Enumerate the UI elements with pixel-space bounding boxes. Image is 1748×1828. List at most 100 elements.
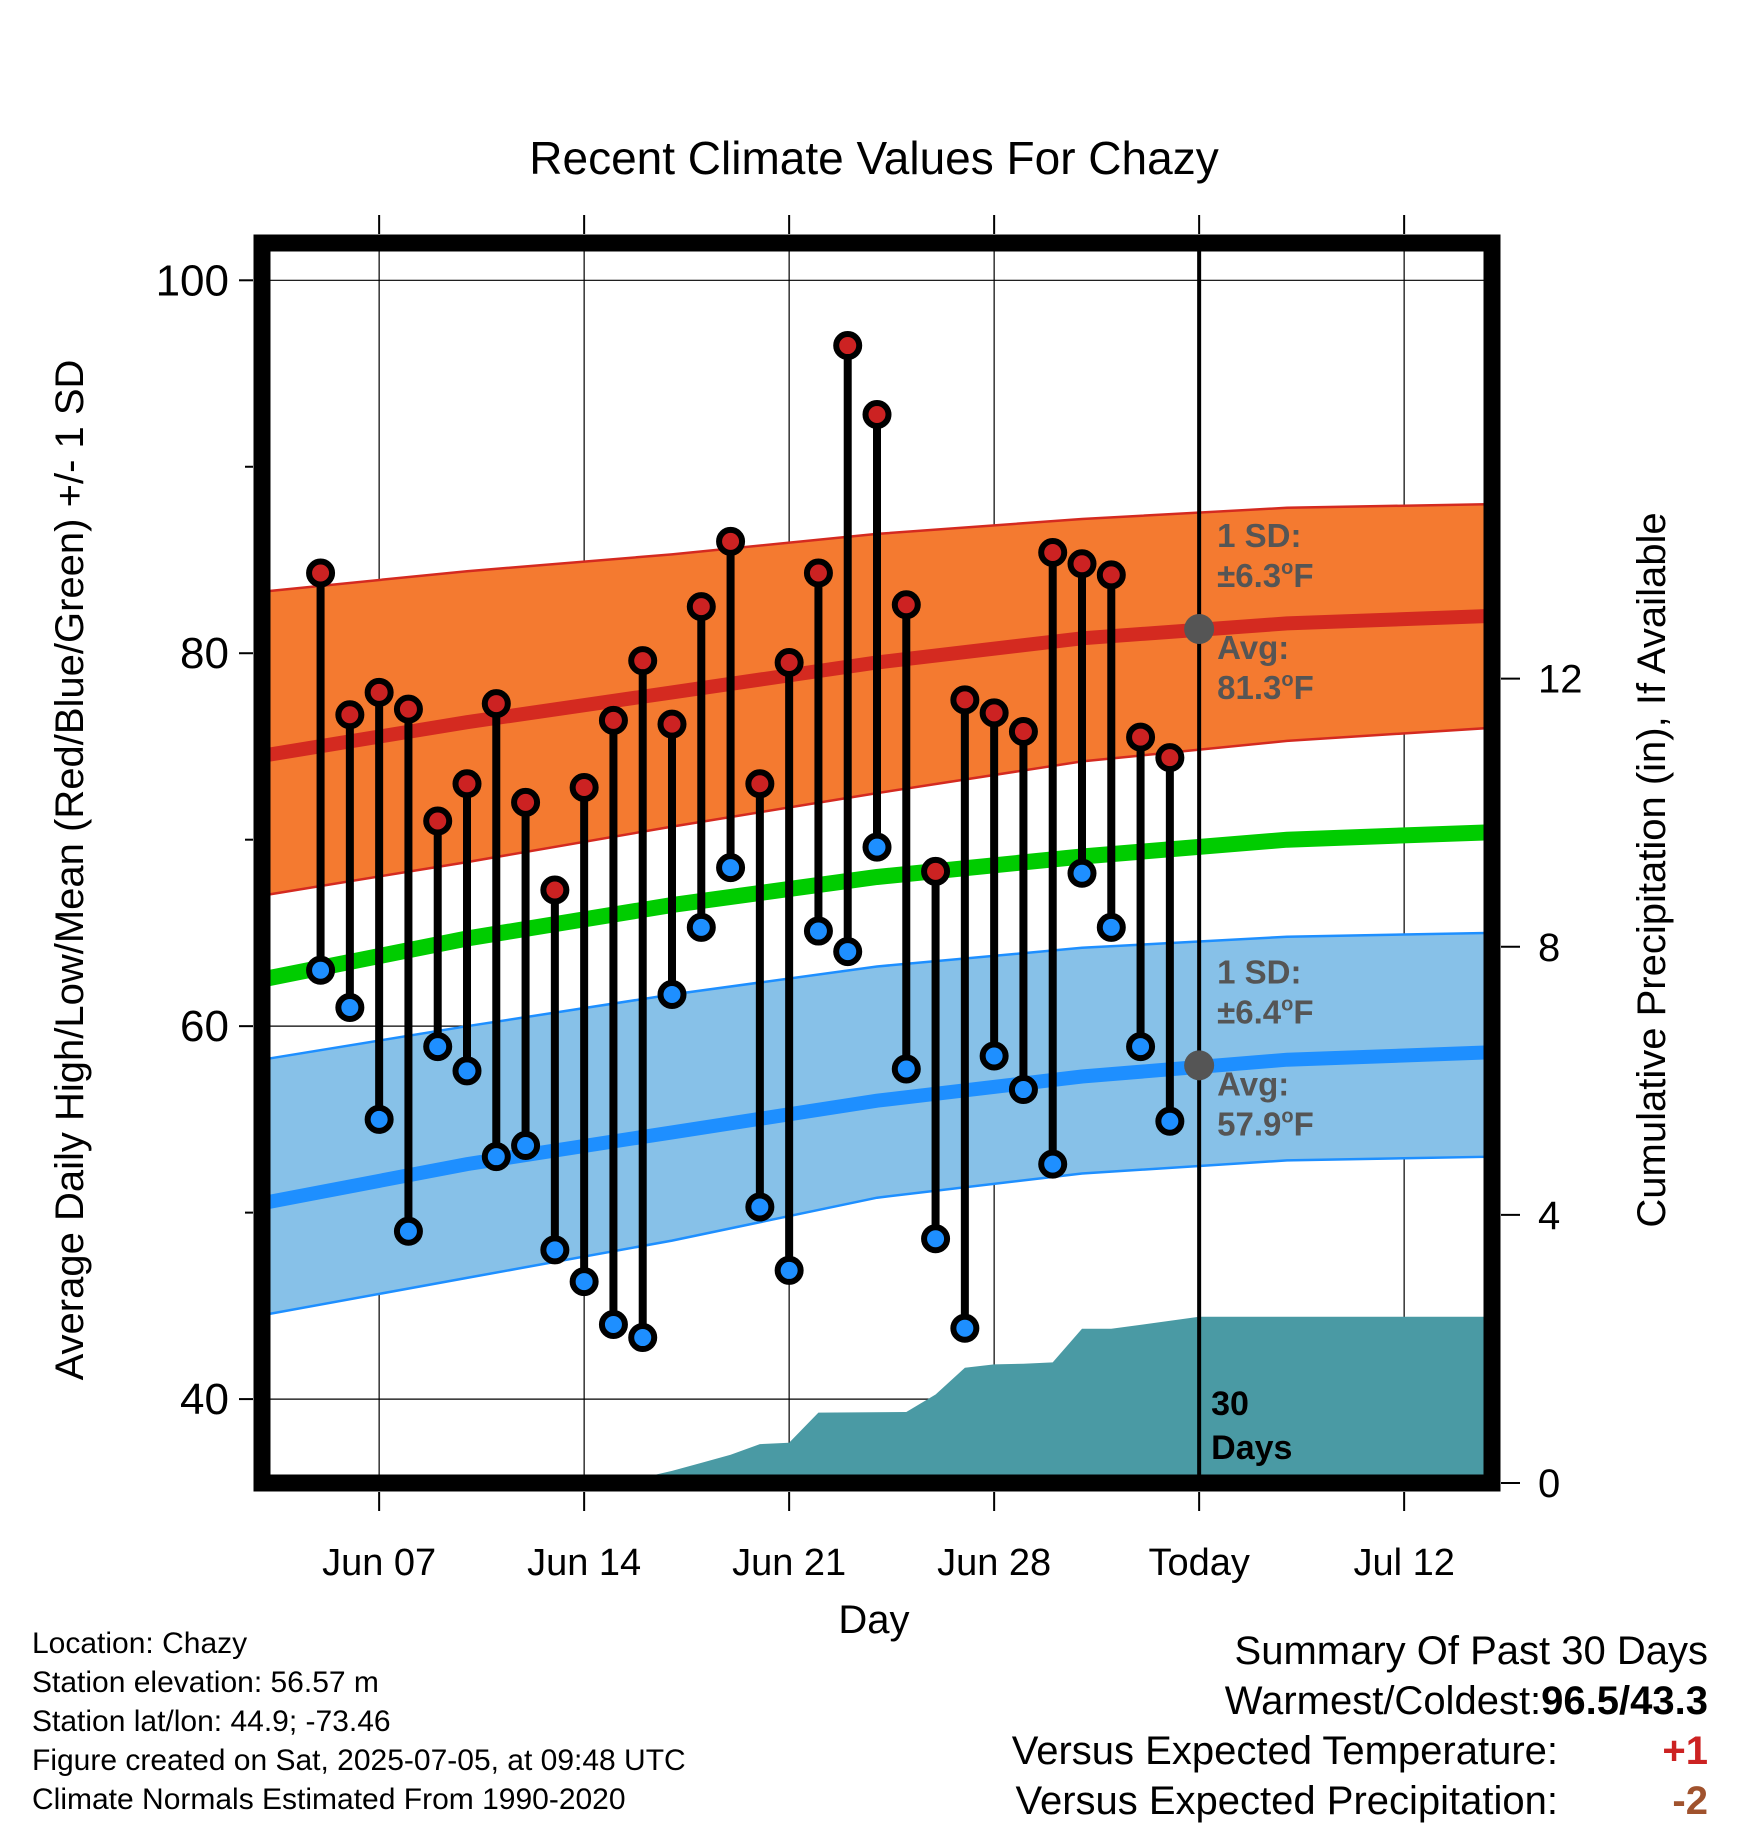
low-point [862, 832, 892, 862]
high-point [423, 806, 453, 836]
daily-points [306, 331, 1185, 1353]
low-point [833, 937, 863, 967]
low-point [1067, 858, 1097, 888]
low-avg-value: 57.9oF [1217, 1105, 1314, 1142]
low-point [979, 1041, 1009, 1071]
low-point [423, 1032, 453, 1062]
high-point [774, 648, 804, 678]
chart-title: Recent Climate Values For Chazy [529, 132, 1218, 184]
low-point [393, 1216, 423, 1246]
y-tick-label: 60 [180, 1002, 229, 1051]
x-tick-label: Jun 28 [937, 1542, 1051, 1584]
high-point [686, 592, 716, 622]
x-tick-label: Today [1148, 1542, 1249, 1584]
high-point [628, 646, 658, 676]
low-point [540, 1235, 570, 1265]
y2-tick-label: 4 [1538, 1194, 1560, 1238]
precip-days-label: Days [1211, 1429, 1292, 1467]
low-point [1038, 1149, 1068, 1179]
high-avg-label: Avg: [1217, 629, 1289, 666]
high-avg-value: 81.3oF [1217, 669, 1314, 706]
high-point [452, 769, 482, 799]
high-point [598, 705, 628, 735]
y2-axis-label: Cumulative Precipitation (in), If Availa… [1630, 512, 1674, 1227]
low-point [628, 1323, 658, 1353]
low-point [511, 1130, 541, 1160]
low-point [598, 1310, 628, 1340]
high-point [891, 590, 921, 620]
precip-value: -2 [1672, 1779, 1708, 1823]
high-avg-marker [1184, 613, 1215, 644]
high-point [481, 689, 511, 719]
x-tick-label: Jul 12 [1353, 1542, 1454, 1584]
low-point [716, 853, 746, 883]
latlon-text: Station lat/lon: 44.9; -73.46 [32, 1705, 391, 1738]
location-text: Location: Chazy [32, 1627, 248, 1660]
low-point [686, 912, 716, 942]
y-tick-label: 100 [156, 256, 229, 305]
low-point [774, 1255, 804, 1285]
low-sd-value: ±6.4oF [1217, 993, 1313, 1030]
temp-value: +1 [1662, 1729, 1708, 1773]
high-point [833, 331, 863, 361]
precip-days-label: 30 [1211, 1385, 1249, 1423]
elevation-text: Station elevation: 56.57 m [32, 1666, 379, 1699]
low-point [335, 993, 365, 1023]
low-point [569, 1267, 599, 1297]
x-tick-label: Jun 14 [527, 1542, 641, 1584]
high-point [1038, 538, 1068, 568]
y-tick-label: 80 [180, 629, 229, 678]
y2-tick-label: 12 [1538, 658, 1583, 702]
created-text: Figure created on Sat, 2025-07-05, at 09… [32, 1744, 686, 1777]
high-point [1096, 560, 1126, 590]
low-point [891, 1054, 921, 1084]
high-point [657, 709, 687, 739]
daily-range-stems [316, 243, 1202, 1483]
x-tick-label: Jun 21 [732, 1542, 846, 1584]
high-point [1067, 549, 1097, 579]
high-point [921, 856, 951, 886]
low-point [803, 916, 833, 946]
summary-title-text: Summary Of Past 30 Days [1234, 1629, 1708, 1673]
high-point [979, 698, 1009, 728]
high-sd-value: ±6.3oF [1217, 557, 1313, 594]
low-point [364, 1104, 394, 1134]
y2-tick-label: 8 [1538, 926, 1560, 970]
summary-warmest-row: Warmest/Coldest: 96.5/43.3 [1012, 1676, 1708, 1726]
high-point [1008, 717, 1038, 747]
temp-label: Versus Expected Temperature: [1011, 1729, 1558, 1773]
high-sd-label: 1 SD: [1217, 517, 1301, 554]
high-point [745, 769, 775, 799]
low-point [481, 1142, 511, 1172]
low-point [950, 1313, 980, 1343]
normals-text: Climate Normals Estimated From 1990-2020 [32, 1783, 626, 1816]
low-point [657, 979, 687, 1009]
high-point [803, 558, 833, 588]
low-point [1008, 1075, 1038, 1105]
low-avg-label: Avg: [1217, 1065, 1289, 1102]
low-sd-label: 1 SD: [1217, 953, 1301, 990]
summary-temp-row: Versus Expected Temperature: +1 [1012, 1726, 1708, 1776]
plot-frame [253, 234, 1501, 1492]
precip-label: Versus Expected Precipitation: [1015, 1779, 1558, 1823]
high-point [393, 694, 423, 724]
low-avg-marker [1184, 1050, 1215, 1081]
high-point [335, 700, 365, 730]
high-point [716, 526, 746, 556]
precipitation-area [262, 1316, 1492, 1483]
low-point [1126, 1032, 1156, 1062]
low-normal-line [260, 1045, 1493, 1211]
high-point [1126, 722, 1156, 752]
high-point [569, 772, 599, 802]
summary-precip-row: Versus Expected Precipitation: -2 [1012, 1776, 1708, 1826]
station-info: Location: Chazy Station elevation: 56.57… [32, 1624, 686, 1819]
high-point [862, 400, 892, 430]
low-point [921, 1224, 951, 1254]
high-point [950, 685, 980, 715]
summary-panel: Summary Of Past 30 Days Warmest/Coldest:… [1012, 1626, 1708, 1826]
low-point [306, 955, 336, 985]
warmest-label: Warmest/Coldest: [1224, 1679, 1542, 1723]
y-axis-label: Average Daily High/Low/Mean (Red/Blue/Gr… [48, 360, 92, 1381]
